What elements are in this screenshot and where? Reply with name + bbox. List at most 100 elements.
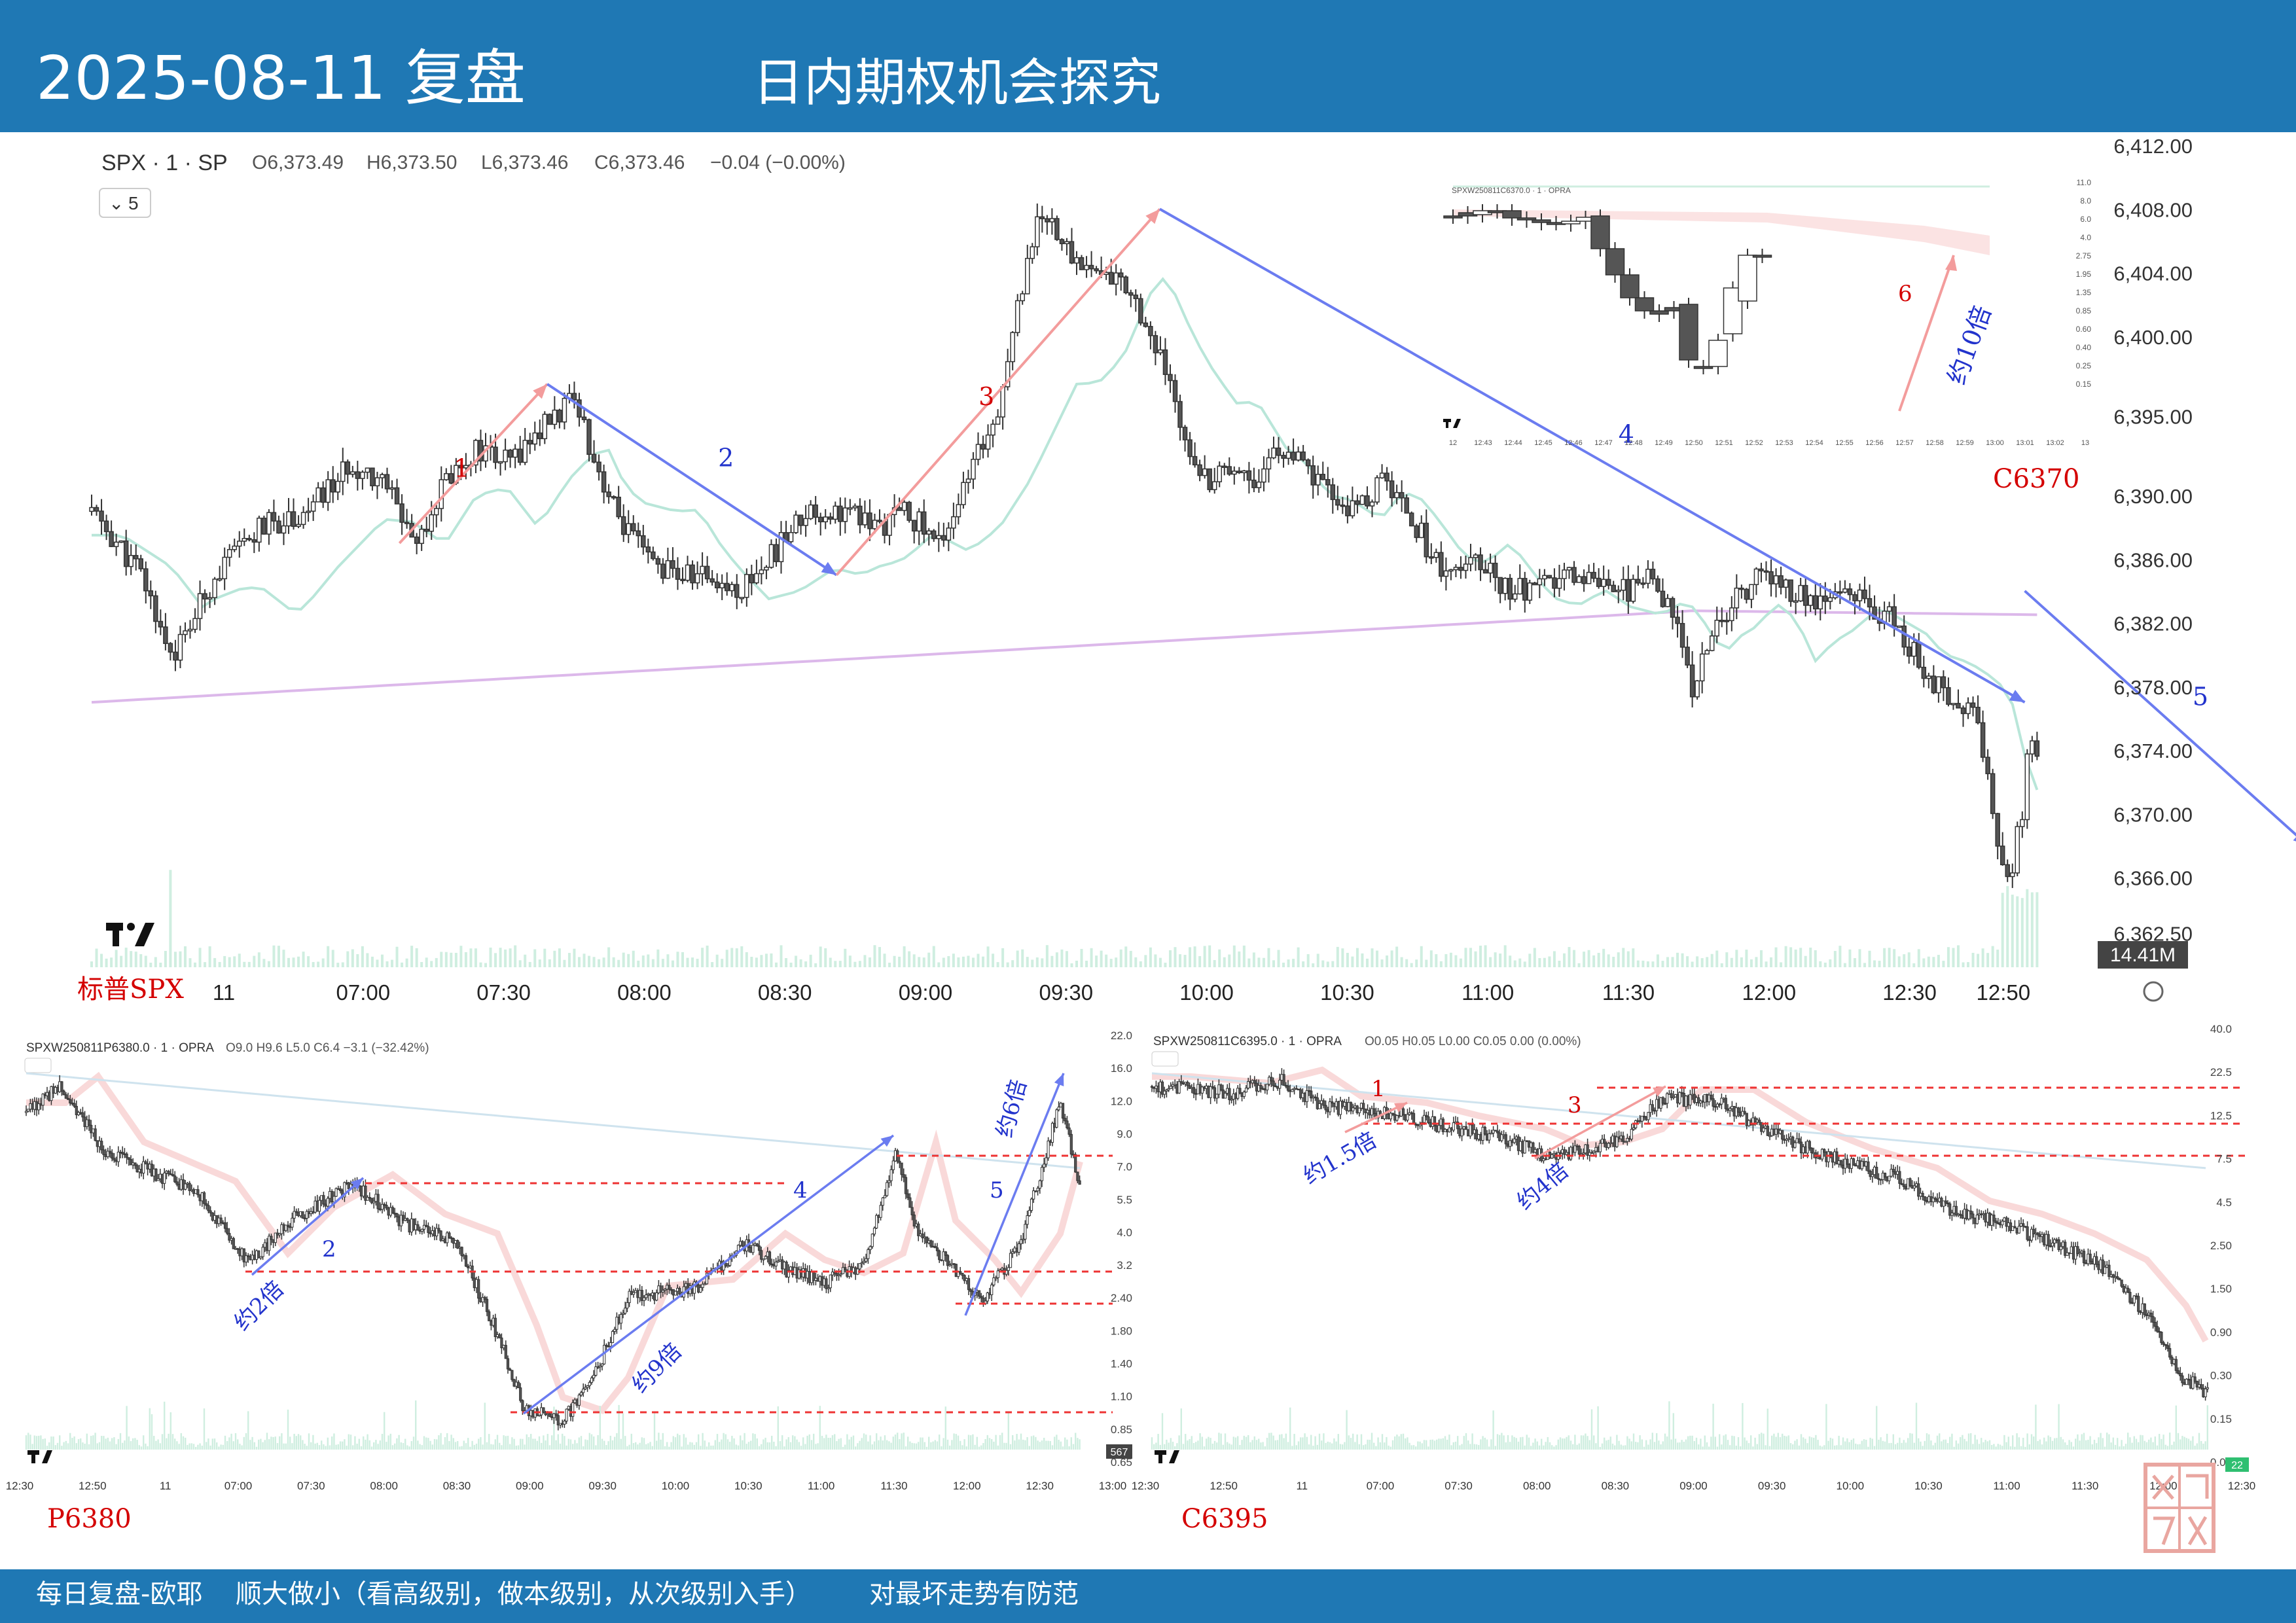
p6380-volume-bar [848,1439,850,1450]
spx-volume-bar [1100,950,1103,967]
p6380-volume-bar [48,1442,50,1450]
spx-volume-bar [1671,957,1674,967]
c6395-volume-bar [1768,1446,1771,1450]
report-date-title: 2025-08-11 复盘 [36,43,526,113]
spx-candle [1793,600,1799,603]
c6395-candle [2120,1279,2123,1287]
p6380-volume-bar [712,1445,714,1450]
p6380-volume-bar [486,1442,488,1450]
spx-candle [936,535,942,539]
spx-wave-arrow-5 [2024,590,2296,837]
c6370-symbol: SPXW250811C6370.0 · 1 · OPRA [1452,186,1571,195]
spx-candle [1616,590,1621,592]
c6395-candle [2149,1312,2153,1317]
spx-price-tick: 6,412.00 [2113,135,2193,158]
c6395-volume-bar [1597,1406,1599,1450]
spx-candle [631,523,636,531]
p6380-volume-bar [450,1435,452,1450]
c6395-volume-bar [2117,1438,2119,1450]
spx-candle [374,477,380,487]
spx-volume-bar [1686,956,1689,967]
c6395-volume-bar [1777,1433,1779,1450]
spx-candle [1251,479,1257,488]
c6395-volume-bar [1419,1441,1421,1450]
spx-candle [985,434,991,450]
c6395-volume-bar [1679,1442,1681,1450]
c6370-time-tick: 12:43 [1474,439,1492,447]
p6380-volume-bar [551,1435,553,1450]
spx-volume-bar [1321,960,1325,967]
c6395-volume-bar [1220,1433,1222,1450]
spx-volume-bar [2011,895,2014,967]
c6395-candle [1401,1108,1405,1116]
c6370-time-tick: 12:50 [1685,439,1703,447]
spx-candle [1906,646,1912,657]
p6380-volume-bar [547,1434,548,1450]
c6395-volume-bar [2062,1439,2064,1450]
spx-candle [1768,571,1774,584]
spx-price-tick: 6,408.00 [2113,198,2193,221]
c6395-volume-bar [2164,1444,2166,1450]
spx-volume-bar [1676,952,1679,967]
c6395-volume-bar [1905,1442,1907,1450]
c6395-candle [2108,1264,2111,1277]
c6395-candle [1791,1136,1795,1148]
p6380-volume-bar [777,1406,779,1450]
spx-candle [734,584,740,598]
p6380-price-tick: 16.0 [1111,1062,1132,1075]
p6380-volume-bar [740,1435,742,1450]
p6380-volume-bar [1001,1433,1003,1450]
spx-volume-bar [2006,886,2009,967]
p6380-candle [232,1238,235,1249]
p6380-volume-bar [75,1443,77,1450]
c6395-volume-bar [1758,1434,1761,1450]
spx-volume-bar [543,948,547,967]
c6395-volume-bar [1534,1438,1536,1450]
spx-volume-bar [1829,959,1832,967]
spx-volume-bar [287,957,290,967]
p6380-candle [223,1222,227,1229]
c6395-volume-bar [1331,1443,1333,1450]
spx-volume-bar [1597,953,1600,967]
spx-wave-arrowhead-1 [533,383,548,399]
p6380-candle [485,1298,489,1312]
c6395-volume-bar [2104,1446,2106,1450]
p6380-price-tick: 3.2 [1117,1259,1132,1272]
c6395-volume-bar [1427,1446,1429,1450]
spx-candle [1271,447,1276,459]
spx-candle [581,416,587,420]
spx-volume-bar [1055,952,1058,967]
c6395-indicator-toggle[interactable] [1151,1051,1179,1067]
c6395-candle [1672,1096,1675,1099]
c6395-volume-bar [1712,1403,1714,1450]
p6380-candle [144,1161,147,1164]
c6395-volume-bar [1513,1436,1515,1450]
spx-candle [1488,562,1493,574]
spx-volume-bar [908,951,911,967]
p6380-indicator-toggle[interactable] [24,1058,52,1073]
c6395-candle [1422,1115,1426,1123]
indicator-toggle-button[interactable] [99,188,151,218]
p6380-volume-bar [467,1438,469,1450]
spx-candle [118,540,124,543]
spx-time-tick: 10:00 [1179,980,1234,1005]
p6380-price-tick: 0.85 [1111,1423,1132,1436]
c6395-volume-bar [1714,1436,1716,1450]
c6395-volume-bar [1450,1445,1452,1450]
c6395-volume-bar [1199,1433,1201,1450]
c6395-volume-bar [1611,1443,1614,1450]
spx-volume-bar [356,954,359,967]
spx-volume-bar [848,955,852,967]
spx-volume-bar [834,961,837,967]
spx-candle [1970,702,1976,708]
settings-gear-icon[interactable] [2143,981,2164,1002]
p6380-candle [705,1272,709,1285]
p6380-candles [24,1075,1081,1431]
spx-volume-bar [183,946,187,967]
p6380-volume-bar [241,1445,243,1450]
spx-candle [1818,596,1823,610]
c6395-volume-bar [1426,1440,1427,1450]
c6395-volume-bar [1740,1446,1742,1450]
spx-volume-bar [1390,950,1393,967]
c6395-volume-bar [1243,1435,1245,1450]
